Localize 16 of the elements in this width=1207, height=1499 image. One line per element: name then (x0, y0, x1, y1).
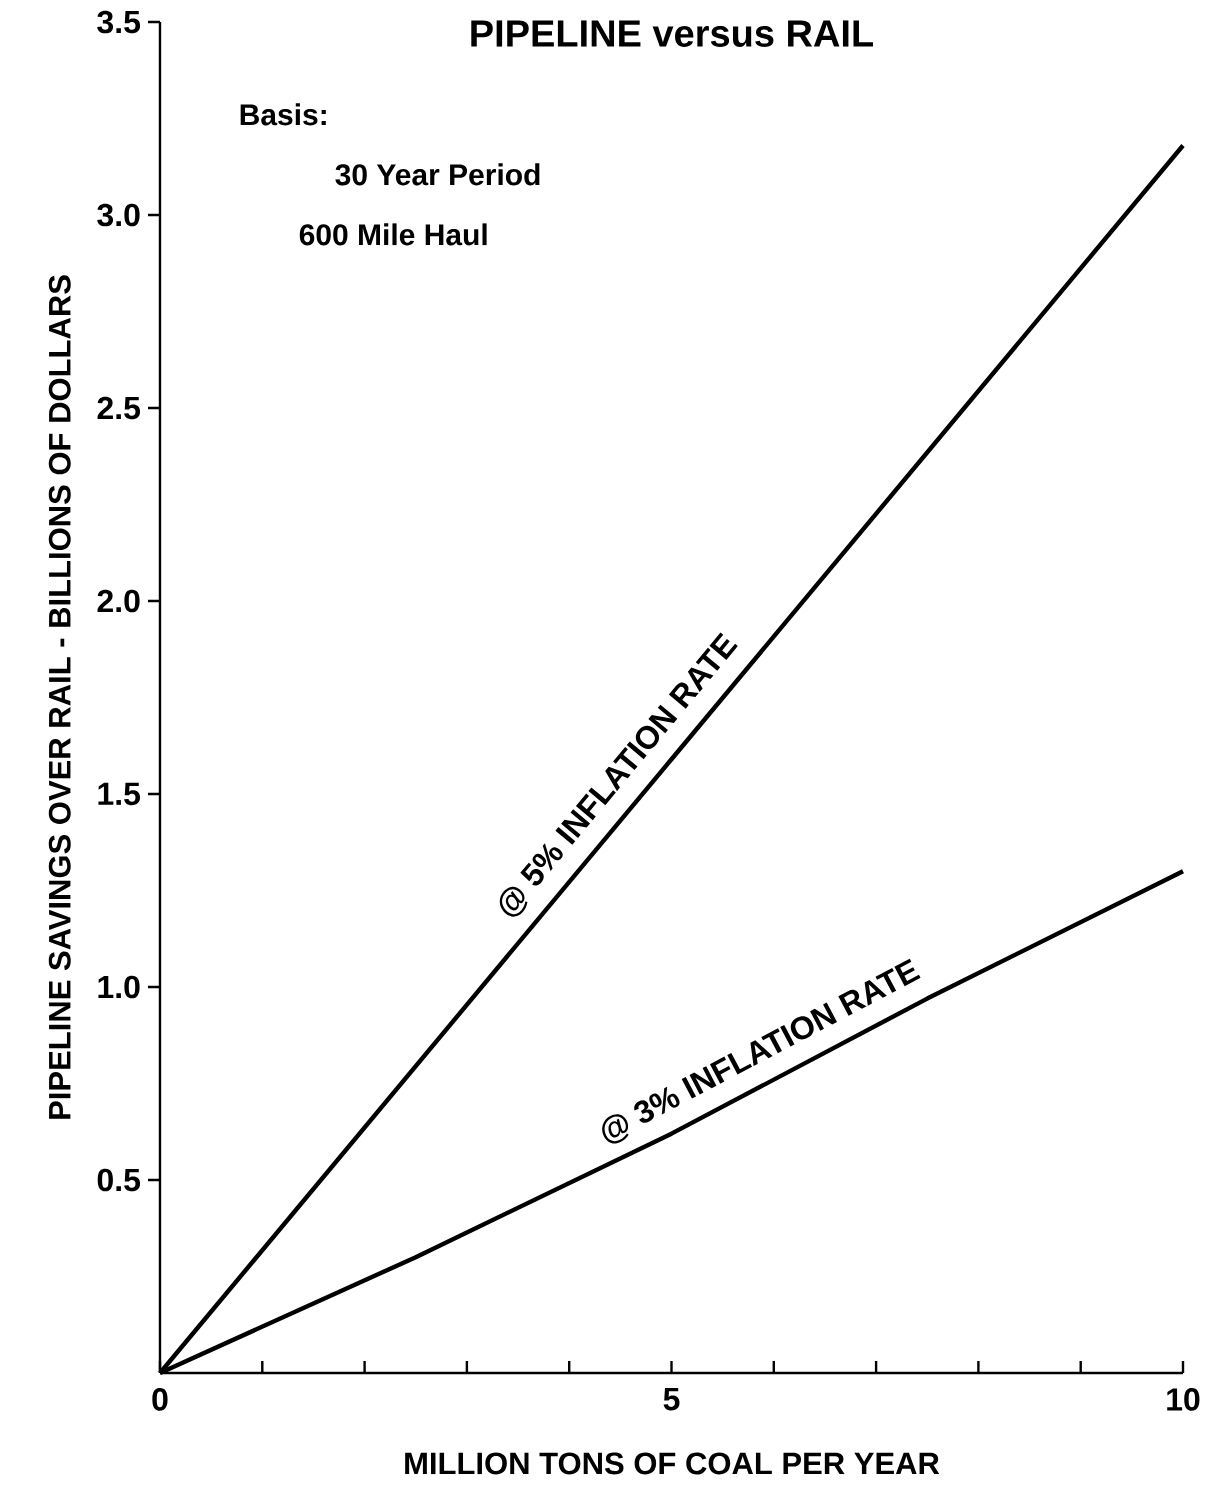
y-tick-label: 3.0 (96, 203, 140, 227)
y-tick-label: 1.5 (98, 782, 140, 806)
y-tick-label: 3.5 (96, 10, 140, 34)
chart-title: PIPELINE versus RAIL (471, 20, 873, 47)
x-axis-title: MILLION TONS OF COAL PER YEAR (404, 1452, 940, 1475)
y-tick-label: 2.5 (97, 396, 140, 420)
y-tick-label: 1.0 (98, 975, 140, 999)
x-tick-label: 5 (663, 1388, 680, 1411)
y-tick-label: 2.0 (97, 589, 140, 613)
annotation: 600 Mile Haul (299, 223, 487, 246)
annotation: 30 Year Period (335, 163, 540, 186)
annotation: Basis: (240, 103, 326, 126)
y-axis-title: PIPELINE SAVINGS OVER RAIL - BILLIONS OF DOLLARS (48, 275, 71, 1119)
y-tick-label: 0.5 (97, 1168, 140, 1192)
x-tick-label: 10 (1166, 1388, 1200, 1411)
x-tick-label: 0 (152, 1388, 168, 1411)
